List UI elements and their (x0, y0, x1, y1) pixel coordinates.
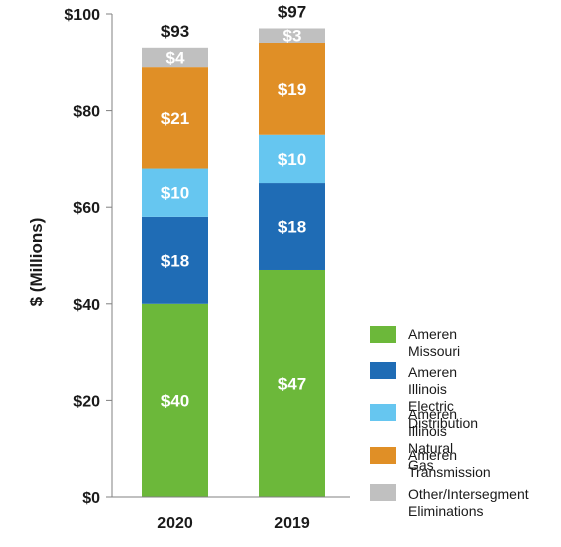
legend-label: Ameren Transmission (408, 447, 491, 480)
bar-segment (142, 67, 208, 169)
legend-label: Ameren Illinois Electric Distribution (408, 364, 479, 431)
bar-segment-label: $18 (278, 218, 306, 237)
bar-total-label: $97 (278, 2, 306, 21)
legend-swatch (370, 362, 396, 379)
legend-swatch (370, 447, 396, 464)
y-tick-label: $40 (73, 297, 100, 314)
bar-segment (259, 134, 325, 184)
y-tick-label: $80 (73, 104, 100, 121)
y-tick-label: $100 (64, 7, 100, 24)
y-tick-label: $0 (82, 490, 100, 507)
legend-label: Ameren Illinois Natural Gas (408, 406, 458, 473)
legend-swatch (370, 404, 396, 421)
bar-segment (142, 168, 208, 217)
x-category-label: 2019 (274, 515, 310, 532)
bar-segment-label: $47 (278, 374, 306, 393)
x-category-label: 2020 (157, 515, 193, 532)
bar-segment (142, 47, 208, 68)
bars: $40 $18 $10 $21 $4 $93 $47 $18 $10 $19 $3 $97 (142, 2, 325, 497)
bar-segment (142, 216, 208, 304)
bar-segment (259, 28, 325, 43)
x-axis: 2020 2019 (112, 496, 350, 532)
bar-segment-label: $40 (161, 391, 189, 410)
bar-segment (259, 42, 325, 135)
legend-label: Other/Intersegment Eliminations (408, 486, 529, 519)
legend-label: Ameren Missouri (408, 326, 461, 359)
bar-segment (259, 269, 325, 497)
bar-segment (259, 183, 325, 270)
bar-total-label: $93 (161, 22, 189, 41)
bar-segment-label: $10 (161, 184, 189, 203)
bar-segment-label: $4 (166, 48, 185, 67)
y-tick-label: $60 (73, 200, 100, 217)
bar-segment-label: $10 (278, 150, 306, 169)
bar-segment-label: $19 (278, 80, 306, 99)
y-axis: $0 $20 $40 $60 $80 $100 (64, 7, 113, 507)
legend-swatch (370, 484, 396, 501)
y-tick-label: $20 (73, 393, 100, 410)
bar-segment-label: $21 (161, 109, 189, 128)
bar-segment-label: $3 (283, 27, 302, 46)
bar-segment (142, 303, 208, 497)
legend-swatch (370, 326, 396, 343)
y-axis-label: $ (Millions) (27, 218, 46, 307)
bar-segment-label: $18 (161, 251, 189, 270)
